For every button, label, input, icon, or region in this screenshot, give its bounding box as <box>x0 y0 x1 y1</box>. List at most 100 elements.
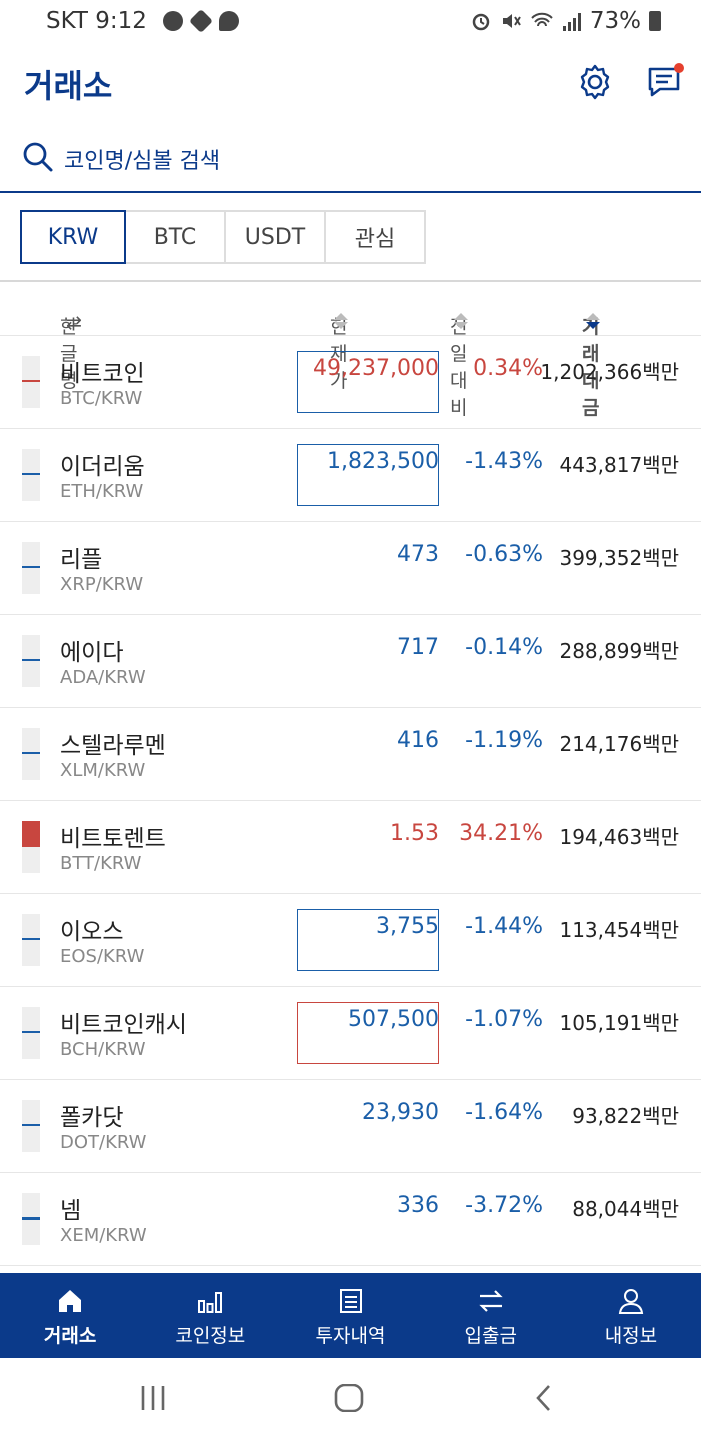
coin-row[interactable]: 스텔라루멘 XLM/KRW 416 -1.19% 214,176백만 <box>0 708 701 801</box>
nav-label: 거래소 <box>43 1325 97 1347</box>
signal-icon <box>562 13 581 31</box>
notification-dot <box>674 63 684 73</box>
search-bar[interactable]: 코인명/심볼 검색 <box>0 135 701 193</box>
current-price: 336 <box>397 1193 439 1218</box>
change-percent: -1.19% <box>465 728 543 753</box>
mini-candle-icon <box>22 728 40 780</box>
shield-app-icon <box>188 8 213 34</box>
coin-symbol: BTC/KRW <box>60 388 143 409</box>
coin-row[interactable]: 비트코인 BTC/KRW 49,237,000 0.34% 1,202,366백만 <box>0 336 701 429</box>
message-icon[interactable] <box>646 63 684 101</box>
change-percent: -1.07% <box>465 1007 543 1032</box>
nav-label: 내정보 <box>604 1325 658 1347</box>
sort-desc-icon <box>586 312 600 330</box>
coin-symbol: BTT/KRW <box>60 853 142 874</box>
nav-label: 입출금 <box>464 1325 517 1347</box>
swap-icon: ⇄ <box>66 312 82 334</box>
status-left: SKT 9:12 <box>46 8 239 34</box>
coin-symbol: XRP/KRW <box>60 574 144 595</box>
coin-row[interactable]: 폴카닷 DOT/KRW 23,930 -1.64% 93,822백만 <box>0 1080 701 1173</box>
market-tabs: KRW BTC USDT 관심 <box>20 210 426 264</box>
current-price: 473 <box>397 542 439 567</box>
coin-symbol: DOT/KRW <box>60 1132 147 1153</box>
coin-symbol: EOS/KRW <box>60 946 145 967</box>
current-price: 23,930 <box>362 1100 439 1125</box>
gear-icon[interactable] <box>576 63 614 101</box>
tab-usdt[interactable]: USDT <box>224 210 326 264</box>
column-header: 한글명 ⇄ 현재가 전일대비 거래대금 <box>0 280 701 419</box>
back-icon[interactable] <box>534 1384 554 1412</box>
mute-icon <box>502 14 521 28</box>
system-nav-bar <box>0 1358 701 1440</box>
home-icon <box>56 1287 84 1315</box>
nav-item-home[interactable]: 거래소 <box>0 1273 140 1358</box>
tab-krw[interactable]: KRW <box>20 210 126 264</box>
change-percent: -1.64% <box>465 1100 543 1125</box>
mini-candle-icon <box>22 1100 40 1152</box>
trade-volume: 88,044백만 <box>572 1197 679 1221</box>
coin-symbol: BCH/KRW <box>60 1039 146 1060</box>
mini-candle-icon <box>22 914 40 966</box>
current-price: 416 <box>397 728 439 753</box>
document-icon <box>337 1287 365 1315</box>
recent-apps-icon[interactable] <box>140 1384 166 1412</box>
trade-volume: 1,202,366백만 <box>540 360 679 384</box>
coin-row[interactable]: 이오스 EOS/KRW 3,755 -1.44% 113,454백만 <box>0 894 701 987</box>
app-header: 거래소 <box>0 55 701 109</box>
coin-symbol: XLM/KRW <box>60 760 146 781</box>
coin-name: 비트코인캐시 <box>60 1012 187 1038</box>
current-price: 717 <box>397 635 439 660</box>
change-percent: -3.72% <box>465 1193 543 1218</box>
chat-notification-icon <box>218 11 239 31</box>
nav-item-transfer[interactable]: 입출금 <box>421 1273 561 1358</box>
current-price: 3,755 <box>376 914 439 939</box>
change-percent: -1.44% <box>465 914 543 939</box>
battery-icon <box>649 11 661 31</box>
coin-row[interactable]: 리플 XRP/KRW 473 -0.63% 399,352백만 <box>0 522 701 615</box>
trade-volume: 443,817백만 <box>559 453 679 477</box>
nav-item-document[interactable]: 투자내역 <box>280 1273 420 1358</box>
mini-candle-icon <box>22 542 40 594</box>
trade-volume: 113,454백만 <box>559 918 679 942</box>
nav-item-bar-chart[interactable]: 코인정보 <box>140 1273 280 1358</box>
search-input[interactable]: 코인명/심볼 검색 <box>64 149 221 174</box>
current-price: 1.53 <box>390 821 439 846</box>
transfer-icon <box>477 1287 505 1315</box>
nav-item-user[interactable]: 내정보 <box>561 1273 701 1358</box>
coin-name: 비트토렌트 <box>60 826 166 852</box>
tab-관심[interactable]: 관심 <box>324 210 426 264</box>
battery-percent: 73% <box>589 8 641 34</box>
trade-volume: 105,191백만 <box>559 1011 679 1035</box>
coin-row[interactable]: 넴 XEM/KRW 336 -3.72% 88,044백만 <box>0 1173 701 1266</box>
coin-row[interactable]: 이더리움 ETH/KRW 1,823,500 -1.43% 443,817백만 <box>0 429 701 522</box>
change-percent: -1.43% <box>465 449 543 474</box>
coin-name: 이더리움 <box>60 454 145 480</box>
status-right: 73% <box>470 8 661 34</box>
change-percent: -0.14% <box>465 635 543 660</box>
trade-volume: 288,899백만 <box>559 639 679 663</box>
coin-name: 넴 <box>60 1198 82 1224</box>
home-button-icon[interactable] <box>334 1384 364 1412</box>
price-tick-highlight <box>297 1002 439 1064</box>
mini-candle-icon <box>22 356 40 408</box>
price-tick-highlight <box>297 909 439 971</box>
trade-volume: 93,822백만 <box>572 1104 679 1128</box>
mini-candle-icon <box>22 1193 40 1245</box>
search-icon <box>23 142 53 172</box>
coin-name: 비트코인 <box>60 361 145 387</box>
mini-candle-icon <box>22 821 40 873</box>
coin-row[interactable]: 에이다 ADA/KRW 717 -0.14% 288,899백만 <box>0 615 701 708</box>
trade-volume: 399,352백만 <box>559 546 679 570</box>
tab-btc[interactable]: BTC <box>124 210 226 264</box>
alarm-icon <box>472 13 490 31</box>
coin-name: 에이다 <box>60 640 124 666</box>
coin-row[interactable]: 비트토렌트 BTT/KRW 1.53 34.21% 194,463백만 <box>0 801 701 894</box>
coin-row[interactable]: 비트코인캐시 BCH/KRW 507,500 -1.07% 105,191백만 <box>0 987 701 1080</box>
carrier-time: SKT 9:12 <box>46 8 147 34</box>
sort-icon <box>454 312 468 330</box>
nav-label: 투자내역 <box>315 1325 386 1347</box>
wifi-icon <box>531 12 553 27</box>
status-bar: SKT 9:12 73% <box>0 0 701 44</box>
price-tick-highlight <box>297 351 439 413</box>
coin-name: 리플 <box>60 547 103 573</box>
